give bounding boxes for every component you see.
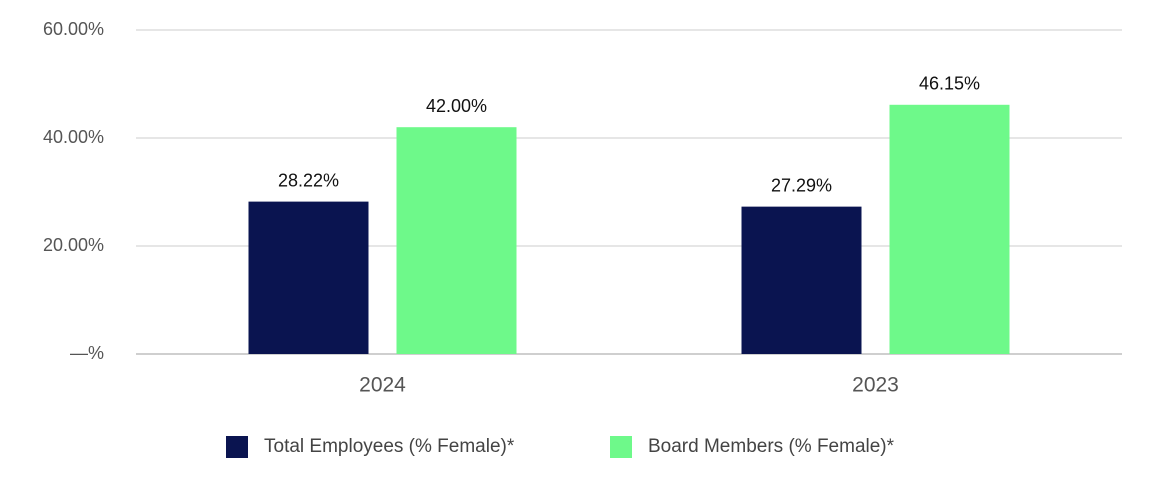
legend-swatch bbox=[610, 436, 632, 458]
x-tick-label: 2023 bbox=[852, 374, 899, 397]
y-tick-label: —% bbox=[70, 343, 104, 363]
legend-swatch bbox=[226, 436, 248, 458]
bar bbox=[396, 127, 517, 354]
bar bbox=[741, 206, 862, 354]
value-label: 27.29% bbox=[771, 175, 832, 195]
value-label: 46.15% bbox=[919, 74, 980, 94]
y-tick-label: 40.00% bbox=[43, 127, 104, 147]
bar bbox=[248, 201, 369, 354]
x-tick-label: 2024 bbox=[359, 374, 406, 397]
y-tick-label: 20.00% bbox=[43, 235, 104, 255]
value-label: 42.00% bbox=[426, 96, 487, 116]
legend-label: Board Members (% Female)* bbox=[648, 436, 895, 457]
legend-label: Total Employees (% Female)* bbox=[264, 436, 515, 457]
bar bbox=[889, 104, 1010, 354]
value-label: 28.22% bbox=[278, 170, 339, 190]
y-tick-label: 60.00% bbox=[43, 19, 104, 39]
